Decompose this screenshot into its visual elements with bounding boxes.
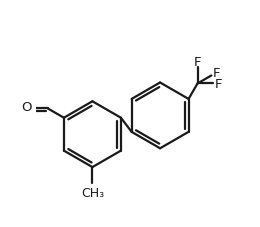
Text: F: F: [194, 56, 201, 69]
Text: F: F: [212, 67, 220, 80]
Text: O: O: [21, 101, 32, 114]
Text: CH₃: CH₃: [81, 187, 104, 200]
Text: F: F: [215, 78, 223, 91]
